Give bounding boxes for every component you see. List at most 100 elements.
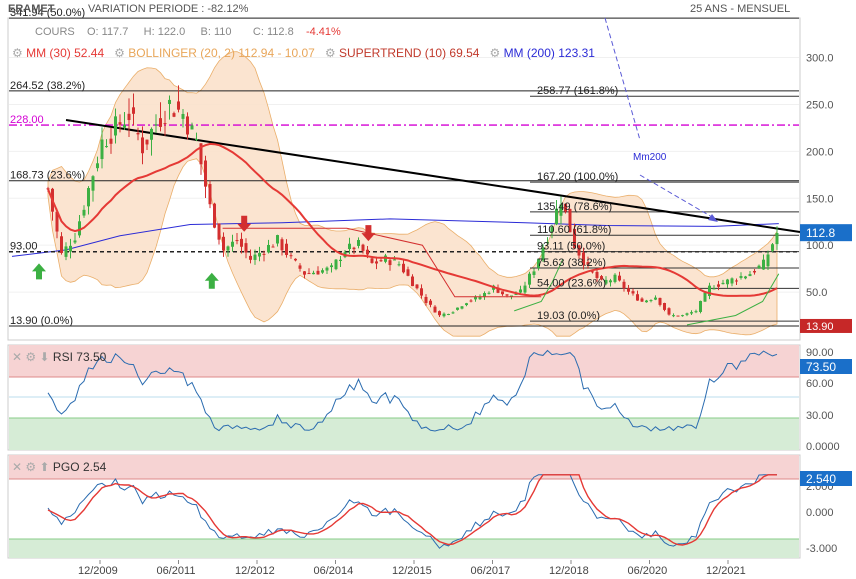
close-icon[interactable]: ✕ — [12, 460, 23, 474]
pgo-line — [47, 474, 777, 549]
candle-body — [577, 245, 581, 256]
bollinger-legend: BOLLINGER (20, 2) 112.94 - 10.07 — [128, 46, 315, 60]
candle-body — [640, 298, 644, 302]
candle-body — [685, 313, 689, 315]
arrow-up-icon[interactable]: ⬆ — [39, 460, 50, 474]
mm200-line — [11, 218, 779, 257]
candle-body — [739, 276, 743, 278]
x-tick-label: 06/2020 — [628, 565, 668, 577]
candle-body — [735, 280, 738, 282]
supertrend-line — [686, 273, 780, 326]
low-price-tag-text: 13.90 — [806, 321, 834, 333]
close-value: C: 112.8 — [252, 26, 294, 38]
cours-label: COURS — [35, 26, 75, 38]
candle-body — [253, 254, 257, 260]
candle-body — [69, 245, 72, 252]
gear-icon[interactable]: ⚙ — [489, 46, 501, 60]
sell-signal-arrow — [361, 225, 376, 242]
fib-level-label: 93.11 (50.0%) — [537, 241, 605, 253]
candle-body — [564, 203, 567, 212]
candle-body — [73, 240, 77, 243]
candle-body — [676, 315, 680, 317]
candle-body — [645, 300, 648, 303]
candle-body — [775, 233, 779, 245]
candle-body — [771, 244, 774, 251]
gear-icon[interactable]: ⚙ — [114, 46, 125, 60]
candle-body — [87, 188, 90, 207]
candle-body — [424, 296, 428, 303]
gear-icon[interactable]: ⚙ — [25, 350, 37, 364]
candle-body — [510, 295, 513, 297]
candle-body — [703, 292, 707, 302]
rsi-tick-label: 60.00 — [806, 378, 834, 390]
candle-body — [307, 273, 311, 275]
candle-body — [289, 255, 293, 257]
change-value: -4.41% — [305, 26, 341, 38]
candle-body — [375, 261, 378, 264]
gear-icon[interactable]: ⚙ — [324, 46, 336, 60]
candle-body — [262, 253, 266, 255]
gear-icon[interactable]: ⚙ — [12, 46, 23, 60]
arrow-down-icon[interactable]: ⬇ — [39, 350, 50, 364]
candle-body — [46, 188, 50, 190]
candle-body — [370, 258, 374, 263]
candle-body — [528, 273, 531, 285]
candle-body — [460, 306, 464, 309]
high-value: H: 122.0 — [143, 26, 186, 38]
candle-body — [649, 300, 653, 302]
projection-arrow — [708, 214, 718, 222]
candle-body — [249, 255, 252, 260]
period-label: 25 ANS - MENSUEL — [690, 3, 791, 15]
candle-body — [708, 285, 711, 296]
candle-body — [217, 223, 221, 240]
x-tick-label: 12/2012 — [235, 565, 275, 577]
fib-level-label: 258.77 (161.8%) — [537, 85, 618, 97]
candle-body — [730, 278, 734, 284]
open-value: O: 117.7 — [86, 26, 129, 38]
candle-body — [294, 258, 297, 261]
price-level-label: 228.00 — [10, 114, 44, 126]
candle-body — [298, 265, 302, 269]
candle-body — [204, 160, 207, 187]
candle-body — [604, 279, 608, 284]
candle-body — [622, 281, 626, 289]
low-price-tag — [800, 318, 852, 333]
candle-body — [114, 116, 117, 136]
indicator-legend: ⚙ MM (30) 52.44 ⚙ BOLLINGER (20, 2) 112.… — [12, 46, 595, 60]
mm200-annotation: Mm200 — [633, 152, 667, 163]
candle-body — [96, 163, 99, 169]
candle-body — [690, 312, 693, 314]
mm200-legend: MM (200) 123.31 — [503, 46, 595, 60]
rsi-legend: ✕ ⚙ ⬇ RSI 73.50 — [12, 350, 106, 364]
candle-body — [667, 308, 671, 315]
candle-body — [312, 272, 315, 275]
candle-body — [231, 241, 234, 247]
fib-level-label: 75.63 (38.2%) — [537, 257, 606, 269]
candle-body — [469, 300, 473, 302]
gear-icon[interactable]: ⚙ — [25, 460, 37, 474]
candle-body — [541, 248, 545, 261]
rsi-tick-label: 0.0000 — [806, 441, 840, 453]
candle-body — [672, 315, 675, 317]
x-tick-label: 12/2021 — [706, 565, 746, 577]
candle-body — [325, 267, 329, 271]
close-icon[interactable]: ✕ — [12, 350, 23, 364]
supertrend-line — [514, 259, 564, 312]
pgo-signal-line — [47, 474, 777, 546]
price-level-label: 341.94 (50.0%) — [10, 7, 85, 19]
candle-body — [514, 294, 518, 296]
pgo-legend: ✕ ⚙ ⬆ PGO 2.54 — [12, 460, 106, 474]
candle-body — [82, 209, 86, 216]
candle-body — [595, 271, 599, 278]
candle-body — [109, 138, 113, 144]
y-tick-label: 200.0 — [806, 146, 834, 158]
price-level-label: 168.73 (23.6%) — [10, 170, 85, 182]
candle-body — [420, 288, 423, 296]
candle-body — [60, 236, 63, 253]
candle-body — [478, 296, 482, 300]
instrument-name: ERAMET — [8, 3, 55, 15]
candle-body — [465, 303, 468, 306]
candle-body — [618, 275, 621, 281]
candle-body — [658, 297, 662, 305]
candle-body — [136, 132, 140, 135]
